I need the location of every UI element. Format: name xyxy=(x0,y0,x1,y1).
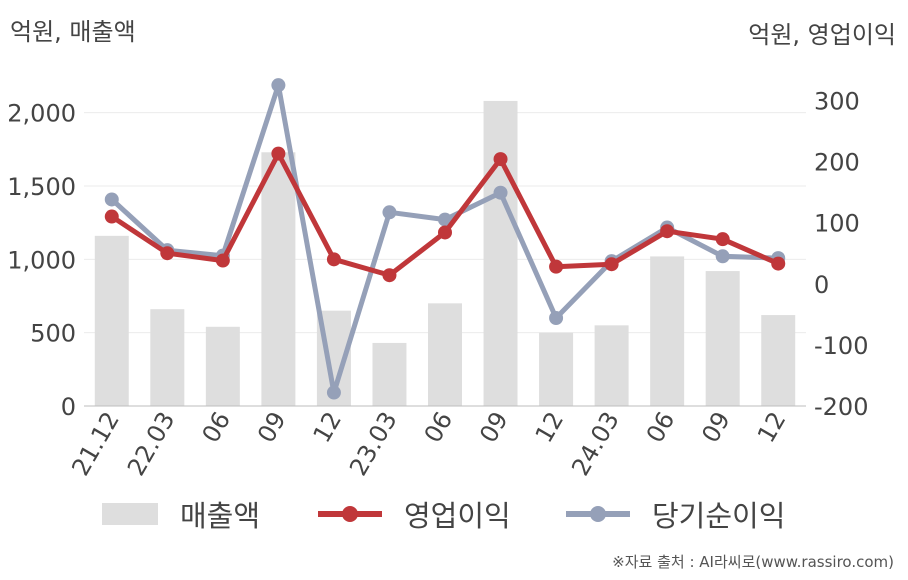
x-category-label: 06 xyxy=(641,407,681,447)
point-operating-profit-9 xyxy=(604,257,619,272)
x-category-label: 12 xyxy=(752,407,792,447)
bar-revenue-5 xyxy=(372,342,407,406)
bar-revenue-3 xyxy=(261,152,296,406)
left-axis-unit-label: 억원, 매출액 xyxy=(10,18,136,46)
right-axis-tick-label: -100 xyxy=(814,332,868,360)
chart: 05001,0001,5002,000-200-100010020030021.… xyxy=(7,78,868,481)
point-operating-profit-4 xyxy=(326,252,341,267)
legend-label-revenue: 매출액 xyxy=(180,499,261,533)
point-operating-profit-11 xyxy=(715,232,730,247)
point-net-income-5 xyxy=(382,205,397,220)
left-axis-tick-label: 1,500 xyxy=(7,173,76,201)
left-axis-tick-label: 500 xyxy=(30,320,76,348)
right-axis-tick-label: 100 xyxy=(814,210,860,238)
x-category-label: 06 xyxy=(197,407,237,447)
legend-item-revenue: 매출액 xyxy=(102,492,260,536)
point-net-income-8 xyxy=(549,311,564,325)
right-axis-tick-label: 0 xyxy=(814,271,829,299)
point-net-income-3 xyxy=(271,78,286,93)
point-operating-profit-8 xyxy=(549,259,564,274)
point-net-income-6 xyxy=(438,212,452,227)
bar-revenue-6 xyxy=(428,303,462,406)
x-category-label: 09 xyxy=(474,407,514,447)
right-axis-tick-label: 300 xyxy=(814,87,860,115)
point-operating-profit-5 xyxy=(382,268,397,283)
legend-swatch-operating-profit xyxy=(318,503,382,525)
bar-revenue-12 xyxy=(761,315,796,406)
legend-swatch-revenue xyxy=(102,503,158,525)
x-category-label: 06 xyxy=(419,407,459,447)
bar-revenue-1 xyxy=(150,309,185,406)
bar-revenue-10 xyxy=(650,256,685,406)
legend-label-operating-profit: 영업이익 xyxy=(404,499,511,533)
point-operating-profit-12 xyxy=(771,256,786,271)
left-axis-tick-label: 0 xyxy=(61,393,76,421)
bar-revenue-2 xyxy=(205,326,240,406)
legend-label-net-income: 당기순이익 xyxy=(652,499,786,533)
point-operating-profit-3 xyxy=(271,146,286,161)
left-axis-tick-label: 1,000 xyxy=(7,246,76,274)
point-net-income-4 xyxy=(326,385,341,400)
point-operating-profit-2 xyxy=(215,253,230,268)
bar-revenue-9 xyxy=(594,325,629,406)
bar-revenue-11 xyxy=(705,271,740,406)
source-caption: ※자료 출처 : AI라씨로(www.rassiro.com) xyxy=(612,553,894,571)
x-category-label: 12 xyxy=(308,407,348,447)
chart-legend: 매출액 영업이익 당기순이익 xyxy=(0,492,908,536)
point-operating-profit-10 xyxy=(660,224,675,239)
right-axis-tick-label: -200 xyxy=(814,393,868,421)
x-category-label: 09 xyxy=(696,407,736,447)
x-category-label: 09 xyxy=(252,407,292,447)
x-category-label: 12 xyxy=(530,407,570,447)
bar-revenue-8 xyxy=(539,332,574,406)
left-axis-tick-label: 2,000 xyxy=(7,100,76,128)
point-operating-profit-7 xyxy=(493,152,508,167)
right-axis-unit-label: 억원, 영업이익 xyxy=(748,21,896,49)
legend-item-operating-profit: 영업이익 xyxy=(318,492,511,536)
x-category-label: 24.03 xyxy=(566,407,625,481)
legend-swatch-net-income xyxy=(566,503,630,525)
point-operating-profit-0 xyxy=(104,209,119,224)
point-operating-profit-6 xyxy=(438,225,452,240)
x-category-label: 23.03 xyxy=(344,407,403,481)
right-axis-tick-label: 200 xyxy=(814,149,860,177)
legend-item-net-income: 당기순이익 xyxy=(566,492,785,536)
point-operating-profit-1 xyxy=(160,246,175,261)
bar-revenue-7 xyxy=(483,100,518,406)
bar-revenue-0 xyxy=(94,235,129,406)
point-net-income-11 xyxy=(715,249,730,264)
x-category-label: 22.03 xyxy=(122,407,181,481)
point-net-income-7 xyxy=(493,185,508,200)
point-net-income-0 xyxy=(104,192,119,207)
